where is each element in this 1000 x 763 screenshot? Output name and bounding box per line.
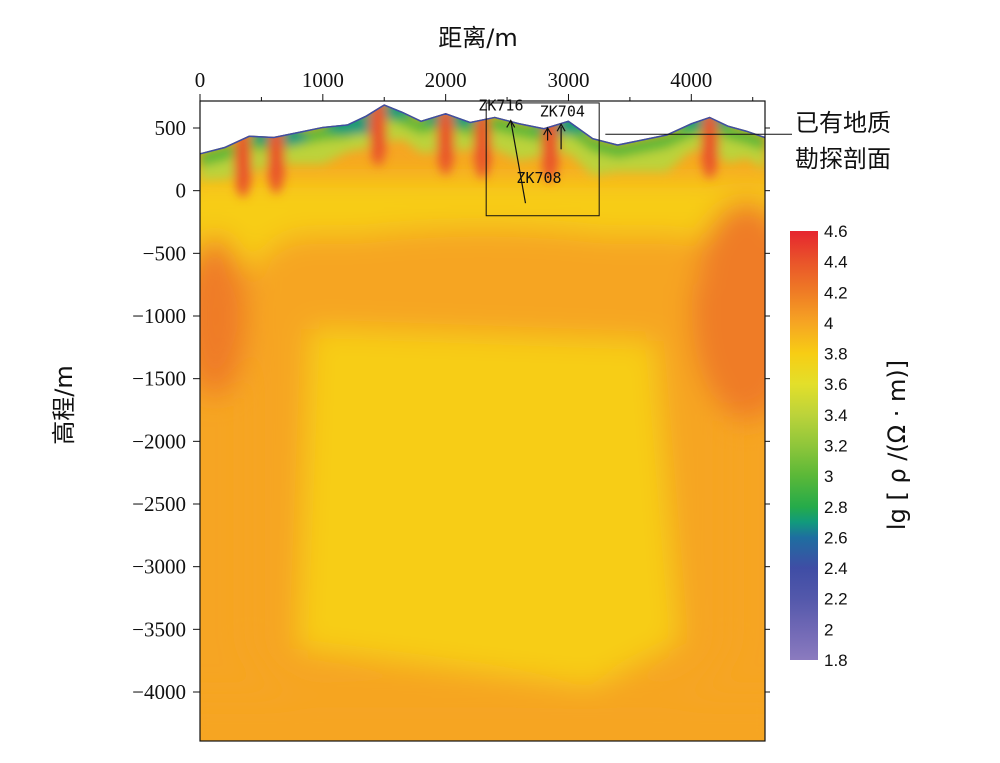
colorbar-label-3.6: 3.6 [824,375,848,394]
spike-2 [369,104,388,166]
y-tick-label--500: −500 [143,241,186,265]
spike-0 [233,129,252,198]
side-note-line-1: 已有地质 [795,109,891,137]
y-axis: 500 0 −500 −1000 −1500 −2000 −2500 −3000 −3500 −4… [132,116,770,704]
x-axis-title: 距离/m [438,24,517,52]
colorbar-bar [790,231,818,660]
spike-3 [436,106,455,175]
colorbar-label-2.8: 2.8 [824,498,848,517]
y-tick-label--3500: −3500 [132,617,186,641]
y-axis-title: 高程/m [50,365,78,444]
existing-profile-box [485,102,600,217]
x-tick-label-0: 0 [195,68,206,92]
spike-4 [473,110,492,179]
zone-left-flank [200,236,247,396]
zone-right-flank [691,199,765,420]
colorbar-label-4: 4 [824,314,833,333]
y-tick-label--4000: −4000 [132,680,186,704]
y-tick-label--2500: −2500 [132,492,186,516]
colorbar-label-3: 3 [824,467,833,486]
y-tick-label-0: 0 [176,179,187,203]
colorbar-title: lg [ ρ /(Ω · m)] [883,360,911,530]
borehole-label-zk716: ZK716 [478,96,523,114]
plot-area [200,104,765,741]
colorbar-label-4.4: 4.4 [824,253,848,272]
y-tick-label--2000: −2000 [132,429,186,453]
zone-deep-base [200,698,765,741]
spike-1 [267,125,286,194]
x-tick-label-4000: 4000 [670,68,712,92]
zone-central-body [298,328,680,686]
arrow-zk708 [543,126,553,136]
colorbar: 4.6 4.4 4.2 4 3.8 3.6 3.4 3.2 3 2.8 2.6 2.4 2.2 2 1.8 [790,222,848,670]
field-soft-zones [200,178,765,741]
zone-upper-band [262,227,703,318]
colorbar-label-1.8: 1.8 [824,651,848,670]
colorbar-label-2.4: 2.4 [824,559,848,578]
colorbar-label-2.2: 2.2 [824,590,848,609]
colorbar-label-3.4: 3.4 [824,406,848,425]
x-tick-label-2000: 2000 [425,68,467,92]
x-tick-label-1000: 1000 [302,68,344,92]
spike-6 [700,110,719,179]
colorbar-label-2.6: 2.6 [824,528,848,547]
colorbar-label-2: 2 [824,620,833,639]
colorbar-label-4.2: 4.2 [824,283,848,302]
plot-frame [199,100,766,742]
y-tick-label--1500: −1500 [132,367,186,391]
arrow-zk716 [506,119,516,128]
side-note-line-2: 勘探剖面 [795,145,891,173]
colorbar-label-4.6: 4.6 [824,222,848,241]
borehole-label-zk704: ZK704 [540,103,585,121]
borehole-label-zk708: ZK708 [516,169,561,187]
x-tick-label-3000: 3000 [547,68,589,92]
cover-green [200,104,765,167]
colorbar-label-3.2: 3.2 [824,437,848,456]
annotations: ZK716 ZK704 ZK708 [478,96,585,204]
y-tick-label-500: 500 [155,116,187,140]
y-tick-label--3000: −3000 [132,555,186,579]
y-tick-label--1000: −1000 [132,304,186,328]
x-axis: 0 1000 2000 3000 4000 [195,68,754,101]
resistivity-field [200,104,765,741]
borehole-trace-zk716 [510,120,527,204]
arrow-zk704 [556,123,566,132]
colorbar-label-3.8: 3.8 [824,345,848,364]
